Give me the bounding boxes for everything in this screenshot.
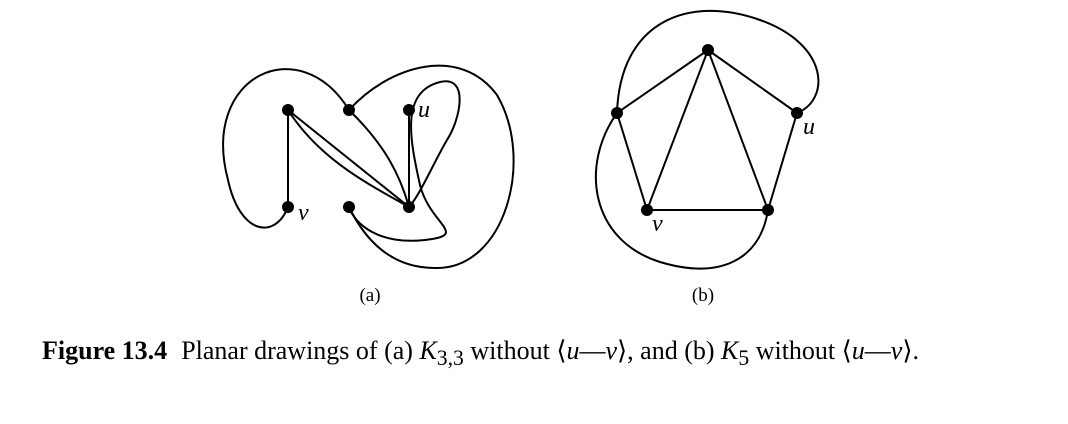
edge-b-left-v: [616, 112, 648, 211]
edge-a-diagonal-lower: [287, 109, 410, 208]
vertex-b-top: [702, 44, 714, 56]
vertex-a-bottom-right: [403, 201, 415, 213]
vertex-a-bottom-middle: [343, 201, 355, 213]
edge-a-diagonal-upper: [287, 109, 410, 208]
edge-b-top-v: [646, 49, 709, 211]
vertex-a-top-middle: [343, 104, 355, 116]
label-a-v: v: [298, 200, 309, 226]
edge-a-inner-loop: [348, 80, 461, 242]
edge-a-middle-arc: [348, 109, 410, 208]
panel-b-graph: u v (b): [594, 9, 820, 306]
edge-b-right-bottom-right: [767, 112, 798, 211]
vertex-b-left: [611, 107, 623, 119]
label-a-u: u: [418, 97, 430, 123]
edge-b-outer-bottom-arc: [594, 112, 769, 270]
edge-a-big-loop: [348, 64, 515, 270]
label-b-v: v: [652, 211, 663, 237]
edge-b-top-right: [707, 49, 798, 114]
vertex-a-v: [282, 201, 294, 213]
panel-a-label: (a): [359, 285, 380, 306]
vertex-a-u: [403, 104, 415, 116]
edge-b-top-bottom-right: [707, 49, 769, 211]
figure-diagram: u v (a) u v (b): [222, 9, 820, 306]
edge-b-top-left: [616, 49, 709, 114]
figure-number: Figure 13.4: [42, 336, 168, 365]
edge-b-outer-top-arc: [616, 9, 820, 114]
vertex-a-top-left: [282, 104, 294, 116]
caption-text: Planar drawings of (a) K3,3 without ⟨u—v…: [181, 336, 919, 371]
panel-b-label: (b): [692, 285, 714, 306]
vertex-b-u: [791, 107, 803, 119]
figure-caption: Figure 13.4 Planar drawings of (a) K3,3 w…: [42, 333, 1000, 376]
label-b-u: u: [803, 114, 815, 140]
vertex-b-v: [641, 204, 653, 216]
panel-a-graph: u v (a): [222, 64, 515, 306]
vertex-b-bottom-right: [762, 204, 774, 216]
edge-a-left-lobe: [222, 68, 350, 229]
